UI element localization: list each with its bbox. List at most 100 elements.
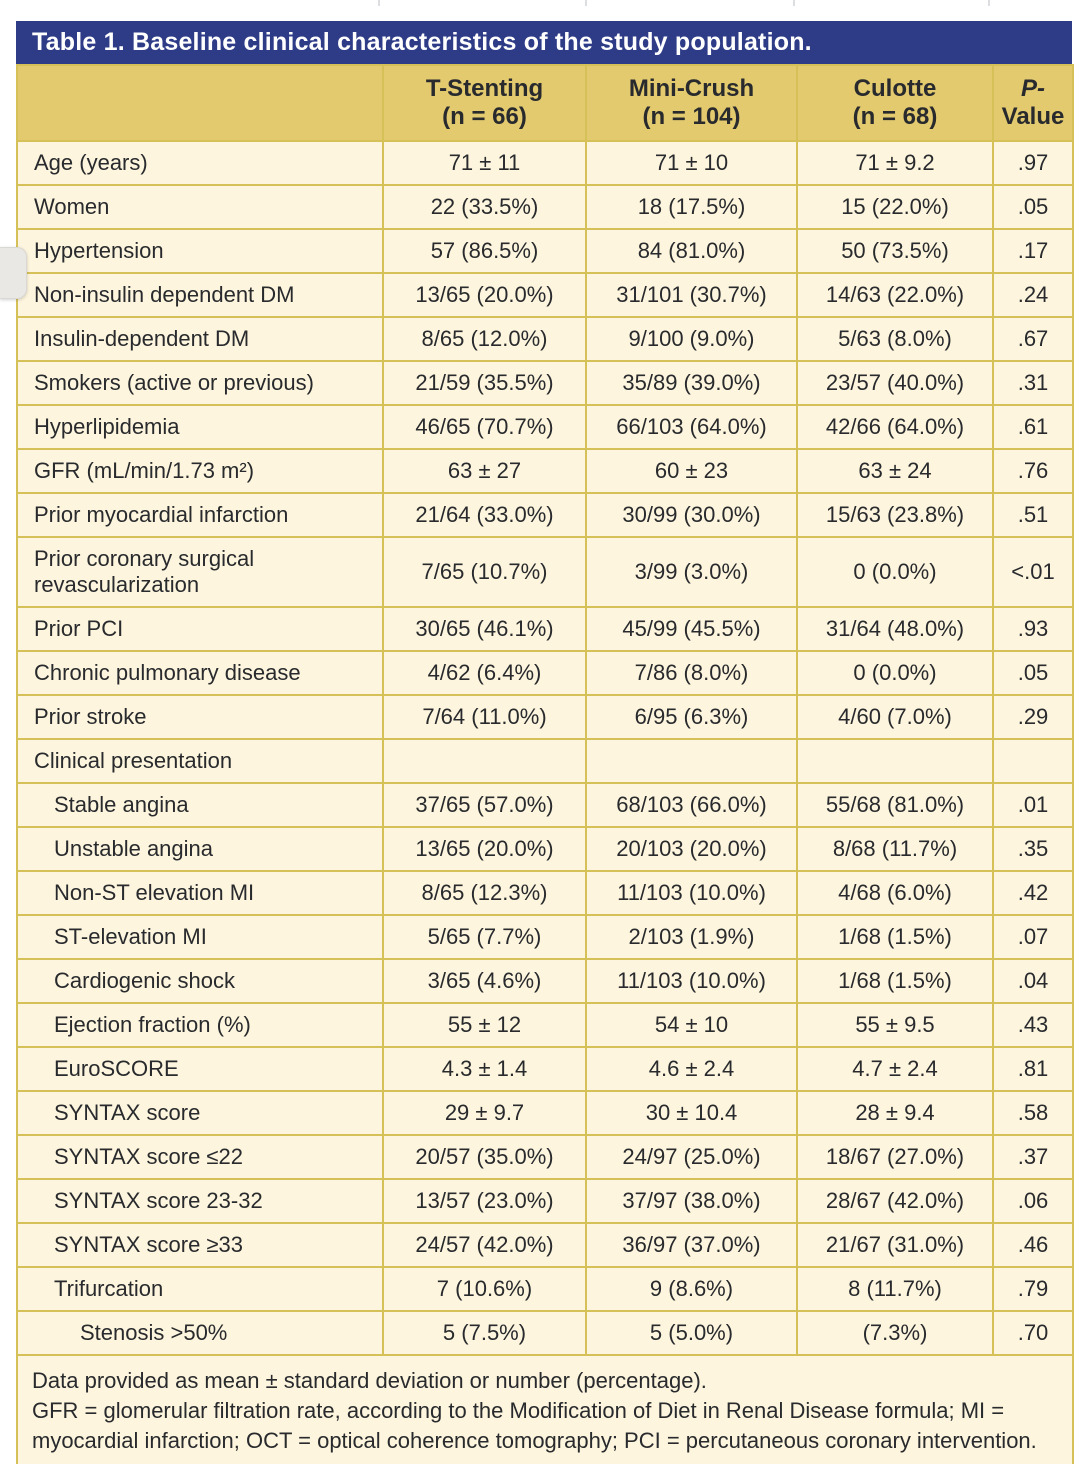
cell-culotte: 28 ± 9.4 [796,1090,994,1136]
cell-mini-crush: 68/103 (66.0%) [585,782,798,828]
cell-mini-crush: 20/103 (20.0%) [585,826,798,872]
cell-p-value: .76 [992,448,1074,494]
table-row: Hypertension 57 (86.5%) 84 (81.0%) 50 (73.5… [16,228,1074,274]
table-title-bar: Table 1. Baseline clinical characteristi… [16,21,1072,64]
row-label: Unstable angina [16,826,384,872]
cell-t-stenting: 21/59 (35.5%) [382,360,587,406]
header-culotte-name: Culotte [853,75,937,102]
row-label: Ejection fraction (%) [16,1002,384,1048]
row-label: SYNTAX score ≤22 [16,1134,384,1180]
cell-t-stenting: 71 ± 11 [382,140,587,186]
cell-mini-crush: 7/86 (8.0%) [585,650,798,696]
cell-p-value: .67 [992,316,1074,362]
cell-t-stenting: 4/62 (6.4%) [382,650,587,696]
row-label: Smokers (active or previous) [16,360,384,406]
cell-mini-crush: 37/97 (38.0%) [585,1178,798,1224]
cell-t-stenting: 7/64 (11.0%) [382,694,587,740]
table-row: Hyperlipidemia 46/65 (70.7%) 66/103 (64.0%… [16,404,1074,450]
cell-culotte: 8 (11.7%) [796,1266,994,1312]
cell-mini-crush: 11/103 (10.0%) [585,870,798,916]
cell-culotte: 1/68 (1.5%) [796,958,994,1004]
cell-p-value: .58 [992,1090,1074,1136]
cell-t-stenting [382,738,587,784]
cell-mini-crush: 71 ± 10 [585,140,798,186]
cell-t-stenting: 29 ± 9.7 [382,1090,587,1136]
cell-t-stenting: 46/65 (70.7%) [382,404,587,450]
cell-p-value: <.01 [992,536,1074,608]
cell-p-value: .93 [992,606,1074,652]
footnote-line-1: Data provided as mean ± standard deviati… [32,1368,707,1393]
cell-culotte: 0 (0.0%) [796,650,994,696]
row-label: Women [16,184,384,230]
header-t-stenting: T-Stenting (n = 66) [382,64,587,142]
cell-p-value: .37 [992,1134,1074,1180]
cell-culotte: 14/63 (22.0%) [796,272,994,318]
cell-culotte: 15/63 (23.8%) [796,492,994,538]
row-label: EuroSCORE [16,1046,384,1092]
cell-culotte: 15 (22.0%) [796,184,994,230]
cell-p-value: .31 [992,360,1074,406]
cell-mini-crush: 60 ± 23 [585,448,798,494]
cell-p-value: .43 [992,1002,1074,1048]
cell-culotte: 18/67 (27.0%) [796,1134,994,1180]
header-p-value: P- Value [992,64,1074,142]
table-row: SYNTAX score 23-32 13/57 (23.0%) 37/97 (38… [16,1178,1074,1224]
row-label: Prior stroke [16,694,384,740]
row-label: Chronic pulmonary disease [16,650,384,696]
table-row: Smokers (active or previous) 21/59 (35.5%… [16,360,1074,406]
cell-p-value: .70 [992,1310,1074,1356]
cell-mini-crush: 11/103 (10.0%) [585,958,798,1004]
top-border-stub [585,0,587,6]
table-row: Prior PCI 30/65 (46.1%) 45/99 (45.5%) 31/64… [16,606,1074,652]
table-row: Prior stroke 7/64 (11.0%) 6/95 (6.3%) 4/60 … [16,694,1074,740]
cell-p-value: .05 [992,650,1074,696]
cell-p-value: .04 [992,958,1074,1004]
row-label: GFR (mL/min/1.73 m²) [16,448,384,494]
cell-mini-crush: 35/89 (39.0%) [585,360,798,406]
cell-culotte: 31/64 (48.0%) [796,606,994,652]
cell-t-stenting: 57 (86.5%) [382,228,587,274]
footnote-row: Data provided as mean ± standard deviati… [16,1354,1074,1464]
cell-mini-crush: 36/97 (37.0%) [585,1222,798,1268]
header-mini-crush-name: Mini-Crush [628,75,755,102]
cell-mini-crush: 5 (5.0%) [585,1310,798,1356]
cell-t-stenting: 13/65 (20.0%) [382,272,587,318]
row-label: SYNTAX score [16,1090,384,1136]
table-row: Cardiogenic shock 3/65 (4.6%) 11/103 (10.0… [16,958,1074,1004]
table-row: Non-insulin dependent DM 13/65 (20.0%) 31/… [16,272,1074,318]
cell-mini-crush: 9/100 (9.0%) [585,316,798,362]
cell-mini-crush [585,738,798,784]
baseline-characteristics-table-card: Table 1. Baseline clinical characteristi… [16,21,1074,1464]
cell-culotte: 55/68 (81.0%) [796,782,994,828]
row-label: Trifurcation [16,1266,384,1312]
table-row: Trifurcation 7 (10.6%) 9 (8.6%) 8 (11.7%) .7… [16,1266,1074,1312]
row-label: Hyperlipidemia [16,404,384,450]
cell-t-stenting: 3/65 (4.6%) [382,958,587,1004]
cell-t-stenting: 22 (33.5%) [382,184,587,230]
row-label: Cardiogenic shock [16,958,384,1004]
cell-mini-crush: 45/99 (45.5%) [585,606,798,652]
table-row: Ejection fraction (%) 55 ± 12 54 ± 10 55 ± … [16,1002,1074,1048]
cell-p-value: .51 [992,492,1074,538]
cell-mini-crush: 30/99 (30.0%) [585,492,798,538]
row-label: Clinical presentation [16,738,384,784]
cell-culotte: 5/63 (8.0%) [796,316,994,362]
side-drawer-handle[interactable] [0,247,27,299]
table-row: SYNTAX score ≤22 20/57 (35.0%) 24/97 (25.0… [16,1134,1074,1180]
table-row: SYNTAX score ≥33 24/57 (42.0%) 36/97 (37.0… [16,1222,1074,1268]
table-row: GFR (mL/min/1.73 m²) 63 ± 27 60 ± 23 63 ± 2… [16,448,1074,494]
cell-t-stenting: 4.3 ± 1.4 [382,1046,587,1092]
cell-t-stenting: 7/65 (10.7%) [382,536,587,608]
header-mini-crush: Mini-Crush (n = 104) [585,64,798,142]
cell-t-stenting: 8/65 (12.0%) [382,316,587,362]
table-row: Prior coronary surgical revascularizatio… [16,536,1074,608]
header-empty-cell [16,64,384,142]
table-row: SYNTAX score 29 ± 9.7 30 ± 10.4 28 ± 9.4.58 [16,1090,1074,1136]
table-row: Stenosis >50% 5 (7.5%) 5 (5.0%) (7.3%) .70 [16,1310,1074,1356]
header-mini-crush-n: (n = 104) [642,103,741,130]
cell-mini-crush: 31/101 (30.7%) [585,272,798,318]
cell-mini-crush: 24/97 (25.0%) [585,1134,798,1180]
cell-culotte: (7.3%) [796,1310,994,1356]
cell-p-value: .79 [992,1266,1074,1312]
